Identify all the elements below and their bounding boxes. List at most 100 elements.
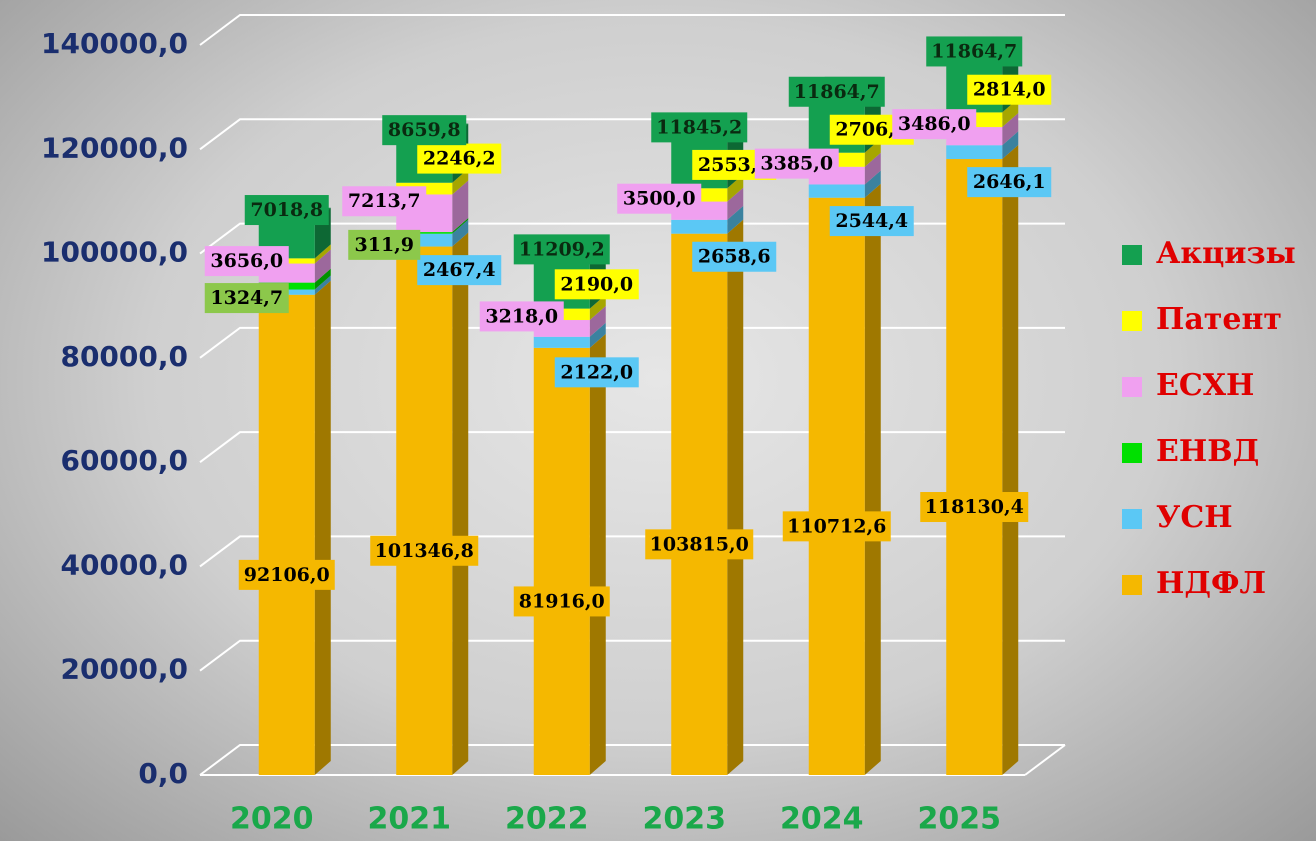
grid-line bbox=[199, 14, 1065, 46]
bar-side bbox=[589, 306, 606, 337]
bar-side bbox=[452, 219, 469, 247]
bar-side bbox=[314, 280, 331, 775]
value-label-box bbox=[926, 36, 1023, 67]
bar-side bbox=[727, 205, 744, 234]
legend-label: УСН bbox=[1156, 500, 1233, 535]
value-label: 110712,6 bbox=[787, 515, 886, 537]
grid-line bbox=[199, 326, 1065, 359]
x-tick-label: 2022 bbox=[505, 802, 589, 837]
bar-side bbox=[1002, 131, 1019, 160]
floor-line bbox=[1024, 744, 1066, 776]
value-label-box bbox=[920, 492, 1029, 523]
value-label-box bbox=[513, 234, 610, 265]
bar-side bbox=[314, 275, 331, 295]
value-label: 11209,2 bbox=[519, 238, 605, 260]
value-label: 2646,1 bbox=[973, 171, 1046, 193]
bar-side bbox=[727, 219, 744, 775]
value-label: 3385,0 bbox=[760, 153, 833, 175]
grid-line bbox=[199, 118, 1065, 151]
value-label-box bbox=[479, 301, 564, 332]
bar bbox=[396, 246, 453, 775]
y-tick-label: 100000,0 bbox=[41, 236, 188, 269]
value-label-box bbox=[513, 586, 610, 617]
grid-line bbox=[199, 744, 1065, 776]
value-label: 2467,4 bbox=[423, 259, 496, 281]
legend-swatch bbox=[1122, 311, 1142, 331]
value-label: 2658,6 bbox=[698, 246, 771, 268]
value-label: 2246,2 bbox=[423, 148, 496, 170]
legend-label: ЕСХН bbox=[1156, 368, 1254, 403]
bar bbox=[946, 159, 1003, 775]
bar-side bbox=[864, 170, 881, 198]
value-label-box bbox=[204, 246, 289, 277]
bar-side bbox=[452, 168, 469, 195]
bar-side bbox=[452, 218, 469, 234]
bar-side bbox=[314, 249, 331, 283]
value-label-box bbox=[651, 112, 748, 143]
y-tick-label: 80000,0 bbox=[60, 340, 188, 373]
x-tick-label: 2024 bbox=[780, 802, 864, 837]
value-label-box bbox=[342, 186, 427, 217]
bar-side bbox=[864, 152, 881, 185]
value-label: 7213,7 bbox=[348, 190, 421, 212]
bar bbox=[396, 232, 453, 234]
value-label-box bbox=[554, 357, 639, 388]
value-label-box bbox=[417, 255, 502, 286]
value-label: 118130,4 bbox=[925, 496, 1024, 518]
value-label-box bbox=[204, 283, 289, 314]
value-label-box bbox=[692, 241, 777, 272]
bar-side bbox=[864, 138, 881, 167]
bar bbox=[946, 145, 1003, 160]
value-label: 311,9 bbox=[355, 234, 415, 256]
x-tick-label: 2023 bbox=[643, 802, 727, 837]
value-label-box bbox=[829, 206, 914, 237]
legend-label: Акцизы bbox=[1156, 236, 1296, 271]
x-tick-label: 2021 bbox=[368, 802, 452, 837]
grid-line bbox=[199, 431, 1065, 463]
value-label-box bbox=[788, 76, 885, 107]
value-label-box bbox=[370, 535, 479, 566]
value-label: 2190,0 bbox=[560, 273, 633, 295]
value-label: 11864,7 bbox=[931, 40, 1017, 62]
bar bbox=[808, 197, 865, 775]
bar-side bbox=[452, 232, 469, 775]
value-label-box bbox=[238, 559, 335, 590]
bar-side bbox=[1002, 98, 1019, 128]
y-tick-label: 140000,0 bbox=[41, 27, 188, 60]
bar bbox=[533, 336, 590, 348]
bar-side bbox=[314, 268, 331, 290]
legend-swatch bbox=[1122, 509, 1142, 529]
bar bbox=[808, 184, 865, 198]
value-label: 92106,0 bbox=[244, 564, 330, 586]
value-label-box bbox=[754, 148, 839, 179]
value-label-box bbox=[617, 183, 702, 214]
bar-side bbox=[864, 183, 881, 775]
value-label-box bbox=[244, 195, 329, 226]
value-label: 11845,2 bbox=[656, 116, 742, 138]
value-label: 3218,0 bbox=[485, 305, 558, 327]
value-label: 3486,0 bbox=[898, 113, 971, 135]
bar-side bbox=[452, 180, 469, 233]
x-tick-label: 2020 bbox=[230, 802, 314, 837]
value-label: 2814,0 bbox=[973, 79, 1046, 101]
value-label-box bbox=[554, 269, 639, 300]
legend-swatch bbox=[1122, 245, 1142, 265]
bar-side bbox=[727, 187, 744, 220]
value-label: 7018,8 bbox=[250, 199, 323, 221]
bar-side bbox=[589, 294, 606, 321]
bar-side bbox=[727, 174, 744, 202]
value-label-box bbox=[782, 511, 891, 542]
value-label: 11864,7 bbox=[794, 81, 880, 103]
value-label-box bbox=[967, 167, 1052, 198]
value-label: 3500,0 bbox=[623, 188, 696, 210]
value-label-box bbox=[645, 529, 754, 560]
legend-swatch bbox=[1122, 575, 1142, 595]
y-tick-label: 40000,0 bbox=[60, 548, 188, 581]
legend-label: ЕНВД bbox=[1156, 434, 1259, 469]
value-label-box bbox=[967, 74, 1052, 105]
bar-side bbox=[314, 244, 331, 264]
bar bbox=[258, 294, 315, 775]
value-label: 1324,7 bbox=[210, 287, 283, 309]
bar bbox=[671, 233, 728, 775]
legend-label: НДФЛ bbox=[1156, 566, 1266, 601]
